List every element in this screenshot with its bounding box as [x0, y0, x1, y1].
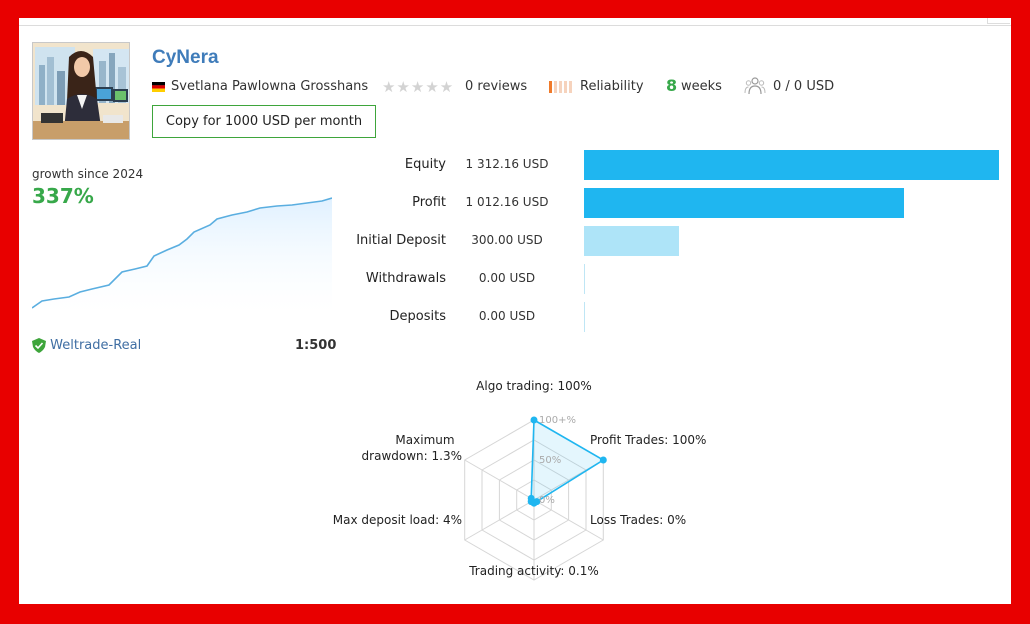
metric-value: 1 312.16 USD	[465, 157, 549, 171]
growth-chart[interactable]	[32, 188, 332, 313]
signal-title[interactable]: CyNera	[152, 47, 219, 68]
avatar[interactable]	[32, 42, 130, 140]
metrics-bar-chart: Equity 1 312.16 USD Profit 1 012.16 USD Init…	[349, 148, 1009, 338]
weeks-label: weeks	[681, 79, 722, 94]
signal-panel: CyNera Svetlana Pawlowna Grosshans ★★★★★…	[19, 18, 1011, 604]
subscribers-icon	[744, 77, 766, 95]
avatar-image	[33, 43, 129, 139]
metric-bar[interactable]	[584, 188, 904, 218]
metric-bar[interactable]	[584, 302, 585, 332]
growth-value: 337%	[32, 184, 94, 208]
growth-area	[32, 198, 332, 313]
radar-label-drawdown-1: Maximum	[395, 433, 454, 447]
radar-label-activity: Trading activity: 0.1%	[468, 564, 599, 578]
scale-label-50: 50%	[539, 455, 561, 466]
verified-shield-icon	[32, 338, 46, 353]
metric-bar[interactable]	[584, 264, 585, 294]
radar-label-loss: Loss Trades: 0%	[590, 513, 686, 527]
reliability-bar-5	[569, 81, 572, 93]
reviews-link[interactable]: 0 reviews	[465, 79, 528, 94]
radar-label-profit: Profit Trades: 100%	[590, 433, 706, 447]
leverage-value: 1:500	[295, 338, 337, 353]
weeks-number: 8	[666, 76, 678, 95]
broker-name: Weltrade-Real	[50, 338, 142, 353]
radar-label-drawdown-2: drawdown: 1.3%	[362, 449, 462, 463]
growth-line	[32, 197, 332, 309]
metric-value: 0.00 USD	[478, 271, 536, 285]
metric-value: 300.00 USD	[471, 233, 543, 247]
metric-label: Equity	[404, 157, 446, 172]
top-divider	[19, 18, 1011, 26]
radar-point	[599, 456, 607, 464]
reliability-label: Reliability	[580, 79, 644, 94]
radar-spoke	[533, 499, 604, 541]
rating-stars-icon: ★★★★★	[382, 78, 455, 96]
reliability-bar-1	[549, 81, 552, 93]
radar-label-load: Max deposit load: 4%	[333, 513, 462, 527]
radar-spoke	[464, 459, 535, 501]
metric-label: Profit	[412, 195, 446, 210]
broker-link[interactable]: Weltrade-Real	[32, 338, 141, 353]
metric-value: 0.00 USD	[478, 309, 536, 323]
growth-label: growth since 2024	[32, 167, 144, 181]
author-name[interactable]: Svetlana Pawlowna Grosshans	[171, 79, 369, 94]
radar-chart: 100+% 50% 0% Algo trading: 100% Profit T…	[333, 379, 706, 581]
reliability-bar-3	[559, 81, 562, 93]
metric-label: Deposits	[389, 309, 446, 324]
corner-tab	[987, 18, 1010, 24]
scale-label-100: 100+%	[539, 415, 576, 426]
metric-bar[interactable]	[584, 150, 999, 180]
radar-spoke	[464, 499, 535, 541]
radar-label-algo: Algo trading: 100%	[476, 379, 592, 393]
germany-flag-icon	[152, 82, 165, 92]
metric-value: 1 012.16 USD	[465, 195, 549, 209]
radar-point	[527, 494, 535, 502]
reliability-bar-4	[564, 81, 567, 93]
subscribers-value: 0 / 0 USD	[773, 79, 835, 94]
copy-signal-button[interactable]: Copy for 1000 USD per month	[152, 105, 376, 138]
metric-bar[interactable]	[584, 226, 679, 256]
scale-label-0: 0%	[539, 495, 555, 506]
reliability-bar-2	[554, 81, 557, 93]
radar-points	[527, 416, 607, 507]
radar-point	[530, 416, 538, 424]
metric-label: Initial Deposit	[356, 233, 446, 248]
metric-label: Withdrawals	[365, 271, 446, 286]
